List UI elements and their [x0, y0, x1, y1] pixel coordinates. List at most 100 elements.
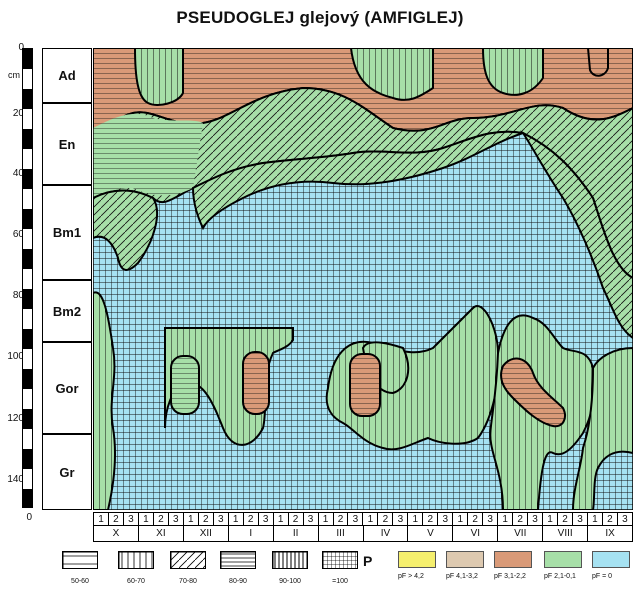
- zone-mid-band: [191, 130, 524, 231]
- moisture-chart: [93, 48, 633, 510]
- decade-cell: 3: [303, 512, 319, 526]
- decade-cell: 3: [168, 512, 184, 526]
- decade-cell: 2: [423, 512, 439, 526]
- legend-color-pf21: pF 2,1-0,1: [544, 551, 582, 580]
- decade-cell: 2: [108, 512, 124, 526]
- depth-label: 0: [0, 42, 24, 53]
- decade-cell: 1: [273, 512, 289, 526]
- zone-lower-left: [93, 291, 117, 510]
- horizon-en: En: [42, 103, 92, 185]
- decade-cell: 2: [243, 512, 259, 526]
- legend-color-label: pF 4,1-3,2: [446, 573, 478, 580]
- month-cell: VI: [453, 526, 499, 542]
- decade-cell: 1: [408, 512, 424, 526]
- legend-pattern-80-90: 80-90: [220, 551, 258, 585]
- decade-cell: 1: [318, 512, 334, 526]
- page-title: PSEUDOGLEJ glejový (AMFIGLEJ): [176, 8, 464, 27]
- legend-pattern-50-60: 50-60: [62, 551, 100, 585]
- legend-pattern-label: 90-100: [279, 578, 301, 585]
- legend-pattern-100: =100: [322, 551, 360, 585]
- zone-inclusion-1: [242, 351, 270, 415]
- legend-pattern-label: 60-70: [127, 578, 145, 585]
- zone-upper-horiz: [93, 113, 203, 198]
- legend-p-mark: P: [363, 553, 373, 569]
- depth-ruler: [22, 48, 33, 508]
- decade-cell: 3: [438, 512, 454, 526]
- zone-left-wedge: [93, 189, 158, 271]
- legend-pattern-60-70: 60-70: [118, 551, 156, 585]
- decade-cell: 2: [378, 512, 394, 526]
- horizon-bm2: Bm2: [42, 280, 92, 342]
- month-cell: IV: [363, 526, 409, 542]
- legend-color-label: pF > 4,2: [398, 573, 424, 580]
- zone-cap-4: [586, 48, 609, 77]
- legend-color-label: pF = 0: [592, 573, 613, 580]
- zone-cap-2: [349, 48, 434, 101]
- legend-pattern-label: =100: [332, 578, 348, 585]
- horizon-bm1: Bm1: [42, 185, 92, 280]
- legend-color-pf0: pF = 0: [592, 551, 630, 580]
- depth-label: 140: [7, 474, 24, 485]
- decade-cell: 2: [333, 512, 349, 526]
- decade-cell: 1: [363, 512, 379, 526]
- month-cell: VIII: [543, 526, 589, 542]
- months-row: X XI XII I II III IV V VI VII VIII IX: [93, 526, 634, 542]
- depth-label: 100: [7, 351, 24, 362]
- zone-inclusion-2: [349, 353, 381, 417]
- depth-label: 20: [12, 108, 24, 119]
- decade-cell: 3: [123, 512, 139, 526]
- legend-swatch: [544, 551, 582, 568]
- month-cell: I: [228, 526, 274, 542]
- depth-label: 120: [7, 413, 24, 424]
- decade-cell: 1: [587, 512, 603, 526]
- decade-cell: 2: [288, 512, 304, 526]
- legend-pattern-label: 50-60: [71, 578, 89, 585]
- legend-pattern-70-80: 70-80: [170, 551, 208, 585]
- legend-color-label: pF 2,1-0,1: [544, 573, 576, 580]
- decade-cell: 3: [393, 512, 409, 526]
- legend-color-pf31: pF 3,1-2,2: [494, 551, 532, 580]
- depth-unit: cm: [8, 70, 20, 80]
- month-cell: X: [94, 526, 139, 542]
- decade-cell: 2: [513, 512, 529, 526]
- month-cell: IX: [588, 526, 634, 542]
- horizon-gor: Gor: [42, 342, 92, 434]
- legend-pattern-label: 80-90: [229, 578, 247, 585]
- decade-cell: 2: [198, 512, 214, 526]
- horizon-gr: Gr: [42, 434, 92, 510]
- decade-cell: 2: [468, 512, 484, 526]
- legend-pattern-90-100: 90-100: [272, 551, 310, 585]
- depth-label: 40: [12, 168, 24, 179]
- zone-cap-3: [481, 48, 544, 96]
- decade-cell: 3: [258, 512, 274, 526]
- decade-cell: 3: [528, 512, 544, 526]
- decade-cell: 2: [153, 512, 169, 526]
- zone-inclusion-4: [500, 357, 566, 428]
- decade-cell: 3: [617, 512, 633, 526]
- decade-cell: 1: [94, 512, 109, 526]
- decade-cell: 2: [602, 512, 618, 526]
- month-cell: II: [273, 526, 319, 542]
- zone-right-band: [520, 130, 633, 340]
- depth-label: 60: [12, 229, 24, 240]
- decade-cell: 1: [453, 512, 469, 526]
- depth-label: 80: [12, 290, 24, 301]
- decade-cell: 3: [483, 512, 499, 526]
- decade-cell: 3: [213, 512, 229, 526]
- decade-cell: 3: [573, 512, 588, 526]
- horizon-ad: Ad: [42, 48, 92, 103]
- decade-cell: 1: [228, 512, 244, 526]
- legend-color-pf42: pF > 4,2: [398, 551, 436, 580]
- legend-swatch: [494, 551, 532, 568]
- month-cell: V: [408, 526, 454, 542]
- legend-swatch: [592, 551, 630, 568]
- legend-color-pf41: pF 4,1-3,2: [446, 551, 484, 580]
- zone-cap-1: [133, 48, 184, 106]
- month-cell: XI: [138, 526, 184, 542]
- decade-cell: 3: [348, 512, 364, 526]
- decade-cell: 1: [183, 512, 199, 526]
- month-cell: XII: [183, 526, 229, 542]
- legend-color-label: pF 3,1-2,2: [494, 573, 526, 580]
- legend-swatch: [398, 551, 436, 568]
